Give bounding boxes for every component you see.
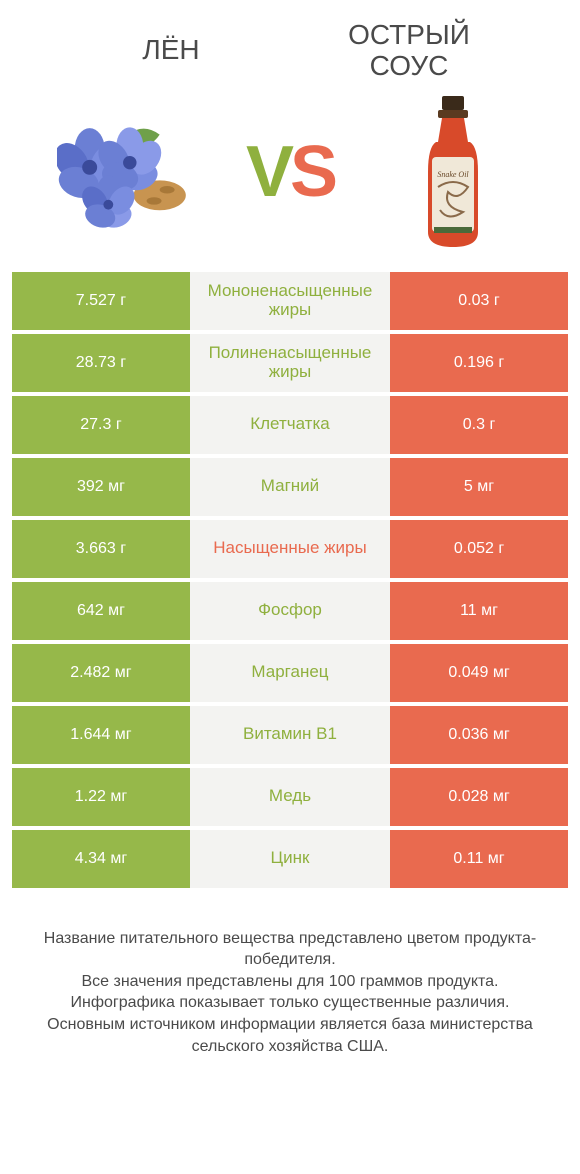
nutrient-name-cell: Фосфор — [190, 582, 390, 640]
nutrient-name-cell: Витамин B1 — [190, 706, 390, 764]
right-value-cell: 0.196 г — [390, 334, 568, 392]
nutrient-name-cell: Медь — [190, 768, 390, 826]
footer-note: Название питательного вещества представл… — [12, 928, 568, 1058]
nutrient-name-cell: Цинк — [190, 830, 390, 888]
table-row: 1.22 мгМедь0.028 мг — [12, 768, 568, 826]
table-row: 2.482 мгМарганец0.049 мг — [12, 644, 568, 702]
table-row: 3.663 гНасыщенные жиры0.052 г — [12, 520, 568, 578]
left-product-title: ЛЁН — [52, 35, 290, 66]
images-row: VS Snake Oil — [12, 102, 568, 242]
nutrient-name-cell: Клетчатка — [190, 396, 390, 454]
nutrient-name-cell: Марганец — [190, 644, 390, 702]
right-value-cell: 0.052 г — [390, 520, 568, 578]
right-value-cell: 0.049 мг — [390, 644, 568, 702]
nutrient-name-cell: Полиненасыщенные жиры — [190, 334, 390, 392]
nutrient-name-cell: Насыщенные жиры — [190, 520, 390, 578]
left-value-cell: 1.644 мг — [12, 706, 190, 764]
right-value-cell: 0.036 мг — [390, 706, 568, 764]
left-value-cell: 28.73 г — [12, 334, 190, 392]
left-value-cell: 3.663 г — [12, 520, 190, 578]
table-row: 642 мгФосфор11 мг — [12, 582, 568, 640]
left-value-cell: 7.527 г — [12, 272, 190, 330]
table-row: 28.73 гПолиненасыщенные жиры0.196 г — [12, 334, 568, 392]
nutrient-name-cell: Мононенасыщенные жиры — [190, 272, 390, 330]
right-value-cell: 0.028 мг — [390, 768, 568, 826]
right-value-cell: 0.11 мг — [390, 830, 568, 888]
right-product-title: ОСТРЫЙ СОУС — [290, 20, 528, 82]
right-value-cell: 0.03 г — [390, 272, 568, 330]
table-row: 1.644 мгВитамин B10.036 мг — [12, 706, 568, 764]
table-row: 27.3 гКлетчатка0.3 г — [12, 396, 568, 454]
left-value-cell: 2.482 мг — [12, 644, 190, 702]
left-value-cell: 27.3 г — [12, 396, 190, 454]
vs-label: VS — [246, 131, 334, 213]
left-value-cell: 642 мг — [12, 582, 190, 640]
hot-sauce-image: Snake Oil — [383, 102, 523, 242]
right-value-cell: 5 мг — [390, 458, 568, 516]
flax-image — [57, 102, 197, 242]
left-value-cell: 392 мг — [12, 458, 190, 516]
left-value-cell: 1.22 мг — [12, 768, 190, 826]
left-value-cell: 4.34 мг — [12, 830, 190, 888]
nutrient-name-cell: Магний — [190, 458, 390, 516]
table-row: 4.34 мгЦинк0.11 мг — [12, 830, 568, 888]
table-row: 7.527 гМононенасыщенные жиры0.03 г — [12, 272, 568, 330]
header: ЛЁН ОСТРЫЙ СОУС — [12, 20, 568, 82]
vs-v: V — [246, 132, 290, 212]
table-row: 392 мгМагний5 мг — [12, 458, 568, 516]
svg-text:Snake Oil: Snake Oil — [438, 170, 470, 179]
vs-s: S — [290, 132, 334, 212]
right-value-cell: 0.3 г — [390, 396, 568, 454]
right-value-cell: 11 мг — [390, 582, 568, 640]
nutrient-table: 7.527 гМононенасыщенные жиры0.03 г28.73 … — [12, 272, 568, 888]
